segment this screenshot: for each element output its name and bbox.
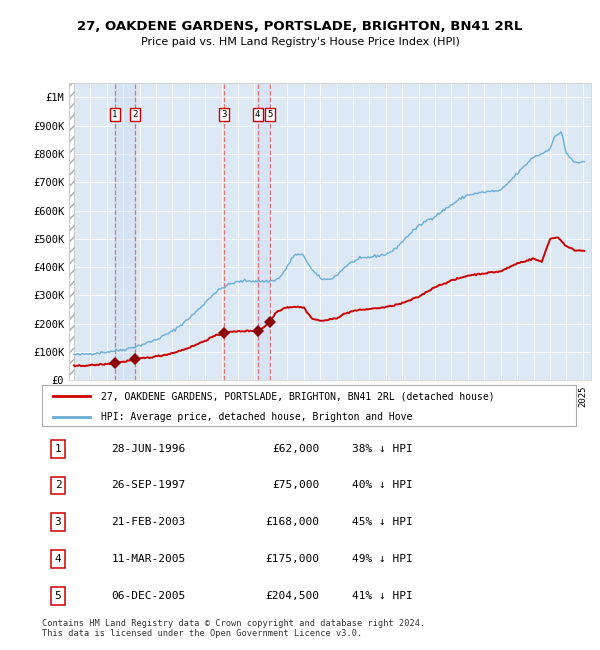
Text: 41% ↓ HPI: 41% ↓ HPI (352, 591, 412, 601)
Text: 2: 2 (133, 110, 138, 119)
Text: 27, OAKDENE GARDENS, PORTSLADE, BRIGHTON, BN41 2RL (detached house): 27, OAKDENE GARDENS, PORTSLADE, BRIGHTON… (101, 391, 494, 401)
Bar (115, 83, 136, 380)
Text: 5: 5 (55, 591, 61, 601)
Text: 1: 1 (55, 444, 61, 454)
Text: 38% ↓ HPI: 38% ↓ HPI (352, 444, 412, 454)
Text: £62,000: £62,000 (272, 444, 320, 454)
Text: 49% ↓ HPI: 49% ↓ HPI (352, 554, 412, 564)
Text: £75,000: £75,000 (272, 480, 320, 491)
Bar (257, 83, 269, 380)
Text: 28-JUN-1996: 28-JUN-1996 (112, 444, 185, 454)
Text: 27, OAKDENE GARDENS, PORTSLADE, BRIGHTON, BN41 2RL: 27, OAKDENE GARDENS, PORTSLADE, BRIGHTON… (77, 20, 523, 32)
Text: 26-SEP-1997: 26-SEP-1997 (112, 480, 185, 491)
Text: 45% ↓ HPI: 45% ↓ HPI (352, 517, 412, 527)
Text: 4: 4 (255, 110, 260, 119)
Text: 06-DEC-2005: 06-DEC-2005 (112, 591, 185, 601)
FancyBboxPatch shape (42, 385, 576, 426)
Text: 11-MAR-2005: 11-MAR-2005 (112, 554, 185, 564)
Text: 3: 3 (221, 110, 227, 119)
Text: Contains HM Land Registry data © Crown copyright and database right 2024.
This d: Contains HM Land Registry data © Crown c… (42, 619, 425, 638)
Text: £204,500: £204,500 (266, 591, 320, 601)
Text: £168,000: £168,000 (266, 517, 320, 527)
Text: 4: 4 (55, 554, 61, 564)
Text: £175,000: £175,000 (266, 554, 320, 564)
Text: 21-FEB-2003: 21-FEB-2003 (112, 517, 185, 527)
Bar (69, 83, 74, 380)
Text: 3: 3 (55, 517, 61, 527)
Text: 2: 2 (55, 480, 61, 491)
Text: 5: 5 (267, 110, 272, 119)
Text: 40% ↓ HPI: 40% ↓ HPI (352, 480, 412, 491)
Text: HPI: Average price, detached house, Brighton and Hove: HPI: Average price, detached house, Brig… (101, 411, 412, 422)
Text: 1: 1 (112, 110, 118, 119)
Text: Price paid vs. HM Land Registry's House Price Index (HPI): Price paid vs. HM Land Registry's House … (140, 37, 460, 47)
